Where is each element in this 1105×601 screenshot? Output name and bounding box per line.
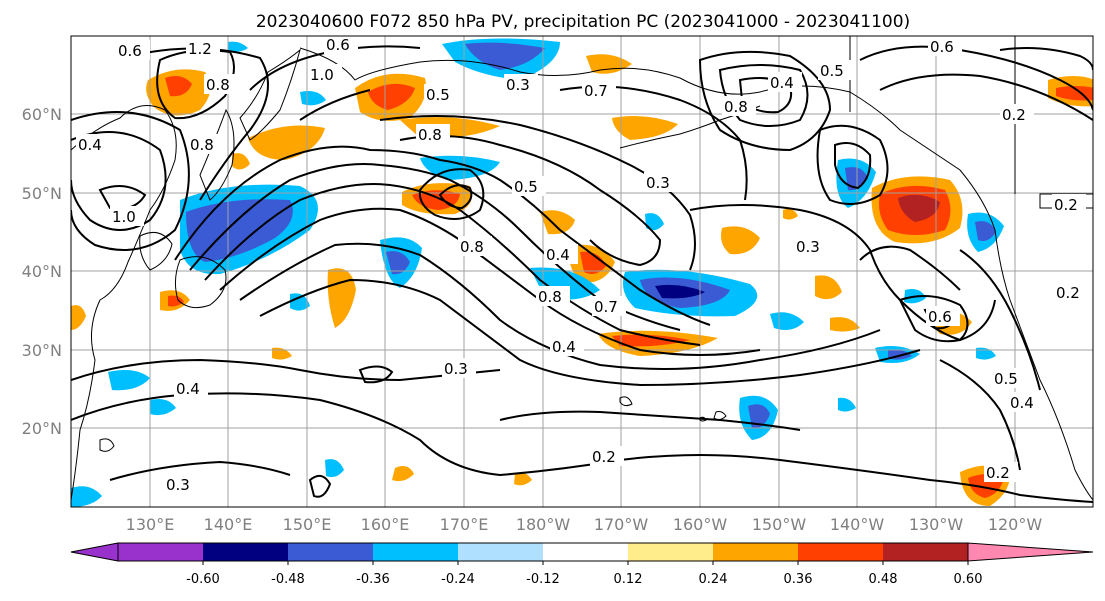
contour-label: 0.3: [506, 76, 530, 94]
lon-label: 170°E: [440, 515, 489, 534]
colorbar-segment: [628, 543, 713, 561]
lon-label: 150°W: [752, 515, 807, 534]
longitude-labels: 130°E 140°E 150°E 160°E 170°E 180°W 170°…: [126, 515, 1043, 534]
colorbar-tick: -0.36: [356, 572, 390, 587]
contour-label: 1.2: [188, 40, 212, 58]
figure-title: 2023040600 F072 850 hPa PV, precipitatio…: [256, 12, 910, 32]
colorbar-tick: 0.12: [614, 572, 643, 587]
contour-label: 0.4: [78, 136, 102, 154]
lon-label: 180°W: [516, 515, 571, 534]
contour-label: 1.0: [310, 66, 334, 84]
contour-label: 0.6: [928, 308, 952, 326]
colorbar-segment: [883, 543, 968, 561]
colorbar-tick: 0.48: [869, 572, 898, 587]
map-border: [70, 35, 1094, 508]
contour-label: 0.2: [1002, 106, 1026, 124]
contour-label: 0.8: [206, 76, 230, 94]
contour-label: 1.0: [112, 208, 136, 226]
lat-label: 20°N: [22, 419, 62, 438]
lon-label: 170°W: [594, 515, 649, 534]
colorbar-max-extension: [967, 542, 1094, 562]
contour-label: 0.3: [796, 238, 820, 256]
lon-label: 160°E: [361, 515, 410, 534]
contour-label: 0.2: [1054, 196, 1078, 214]
contour-label: 0.2: [1056, 284, 1080, 302]
contour-label: 0.5: [426, 86, 450, 104]
latitude-labels: 60°N 50°N 40°N 30°N 20°N: [22, 105, 62, 438]
contour-label: 0.5: [994, 370, 1018, 388]
contour-labels: 0.6 1.2 0.8 1.0 0.6 0.5 0.8 0.3 0.7 0.8 …: [76, 36, 1088, 494]
contour-label: 0.7: [594, 298, 618, 316]
colorbar-segment: [288, 543, 373, 561]
colorbar-segment: [798, 543, 883, 561]
colorbar-segment: [203, 543, 288, 561]
contour-label: 0.3: [646, 174, 670, 192]
colorbar-tick: -0.24: [441, 572, 475, 587]
lon-label: 120°W: [988, 515, 1043, 534]
contour-label: 0.6: [930, 38, 954, 56]
colorbar-tick: 0.24: [699, 572, 728, 587]
lon-label: 140°W: [830, 515, 885, 534]
colorbar-segment: [543, 543, 628, 561]
contour-label: 0.3: [444, 360, 468, 378]
colorbar-tick: -0.60: [186, 572, 220, 587]
lat-label: 30°N: [22, 341, 62, 360]
colorbar-segment: [713, 543, 798, 561]
colorbar-tick: 0.36: [784, 572, 813, 587]
colorbar: -0.60 -0.48 -0.36 -0.24 -0.12 0.12 0.24 …: [70, 542, 1094, 587]
contour-label: 0.8: [538, 288, 562, 306]
contour-label: 0.5: [514, 178, 538, 196]
lat-label: 60°N: [22, 105, 62, 124]
contour-label: 0.4: [176, 380, 200, 398]
contour-label: 0.4: [1010, 394, 1034, 412]
contour-label: 0.6: [118, 42, 142, 60]
lon-label: 160°W: [673, 515, 728, 534]
colorbar-tick: -0.48: [271, 572, 305, 587]
colorbar-tick: 0.60: [954, 572, 983, 587]
lon-label: 150°E: [283, 515, 332, 534]
contour-label: 0.4: [546, 246, 570, 264]
contour-label: 0.4: [770, 74, 794, 92]
contour-label: 0.8: [418, 126, 442, 144]
colorbar-segment: [118, 543, 203, 561]
contour-label: 0.2: [592, 448, 616, 466]
contour-label: 0.8: [190, 136, 214, 154]
contour-label: 0.3: [166, 476, 190, 494]
lon-label: 130°W: [909, 515, 964, 534]
contour-label: 0.2: [986, 464, 1010, 482]
contour-label: 0.4: [552, 338, 576, 356]
contour-label: 0.6: [326, 36, 350, 54]
contour-label: 0.8: [724, 98, 748, 116]
colorbar-min-extension: [70, 542, 119, 562]
lon-label: 130°E: [126, 515, 175, 534]
colorbar-segment: [373, 543, 458, 561]
lon-label: 140°E: [204, 515, 253, 534]
lat-label: 40°N: [22, 262, 62, 281]
lat-label: 50°N: [22, 184, 62, 203]
contour-label: 0.5: [820, 62, 844, 80]
contour-label: 0.8: [460, 238, 484, 256]
contour-label: 0.7: [584, 82, 608, 100]
colorbar-segment: [458, 543, 543, 561]
colorbar-tick: -0.12: [526, 572, 560, 587]
